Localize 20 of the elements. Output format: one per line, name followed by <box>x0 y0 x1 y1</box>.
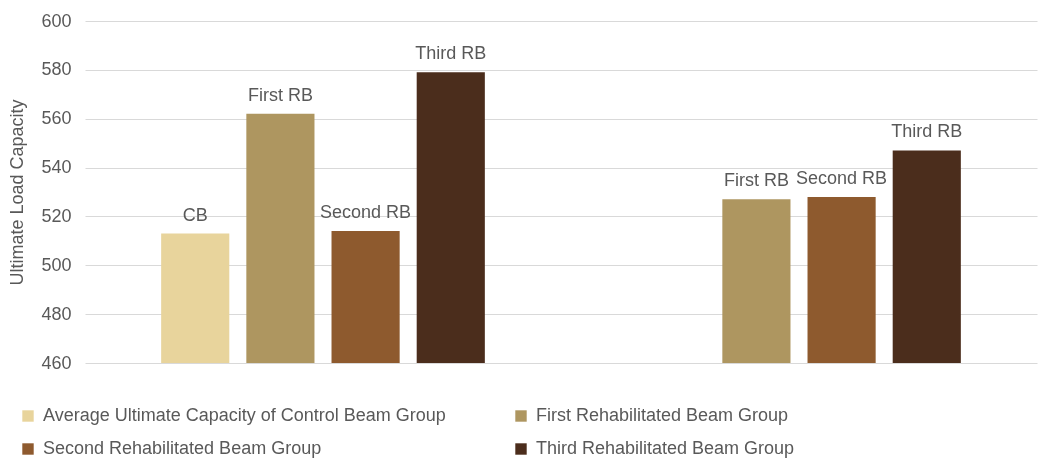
legend-label: Second Rehabilitated Beam Group <box>43 438 322 458</box>
y-tick-label: 500 <box>41 254 72 275</box>
y-tick-label: 460 <box>41 352 72 373</box>
data-label: Second RB <box>320 202 412 223</box>
y-tick-label: 520 <box>41 205 72 226</box>
y-tick-label: 600 <box>41 10 72 31</box>
y-axis-title: Ultimate Load Capacity <box>7 99 28 286</box>
data-label: Third RB <box>891 121 963 142</box>
y-tick-label: 540 <box>41 157 72 178</box>
y-tick-label: 480 <box>41 303 72 324</box>
data-label: Second RB <box>796 167 888 188</box>
legend-label: Third Rehabilitated Beam Group <box>536 438 795 458</box>
y-tick-label: 580 <box>41 59 72 80</box>
legend-label: First Rehabilitated Beam Group <box>536 405 789 425</box>
data-label: CB <box>182 204 208 225</box>
data-label: First RB <box>247 84 313 105</box>
data-label: Third RB <box>415 43 487 64</box>
legend-label: Average Ultimate Capacity of Control Beam Group <box>43 405 446 425</box>
data-label: First RB <box>723 170 789 191</box>
y-tick-label: 560 <box>41 108 72 129</box>
